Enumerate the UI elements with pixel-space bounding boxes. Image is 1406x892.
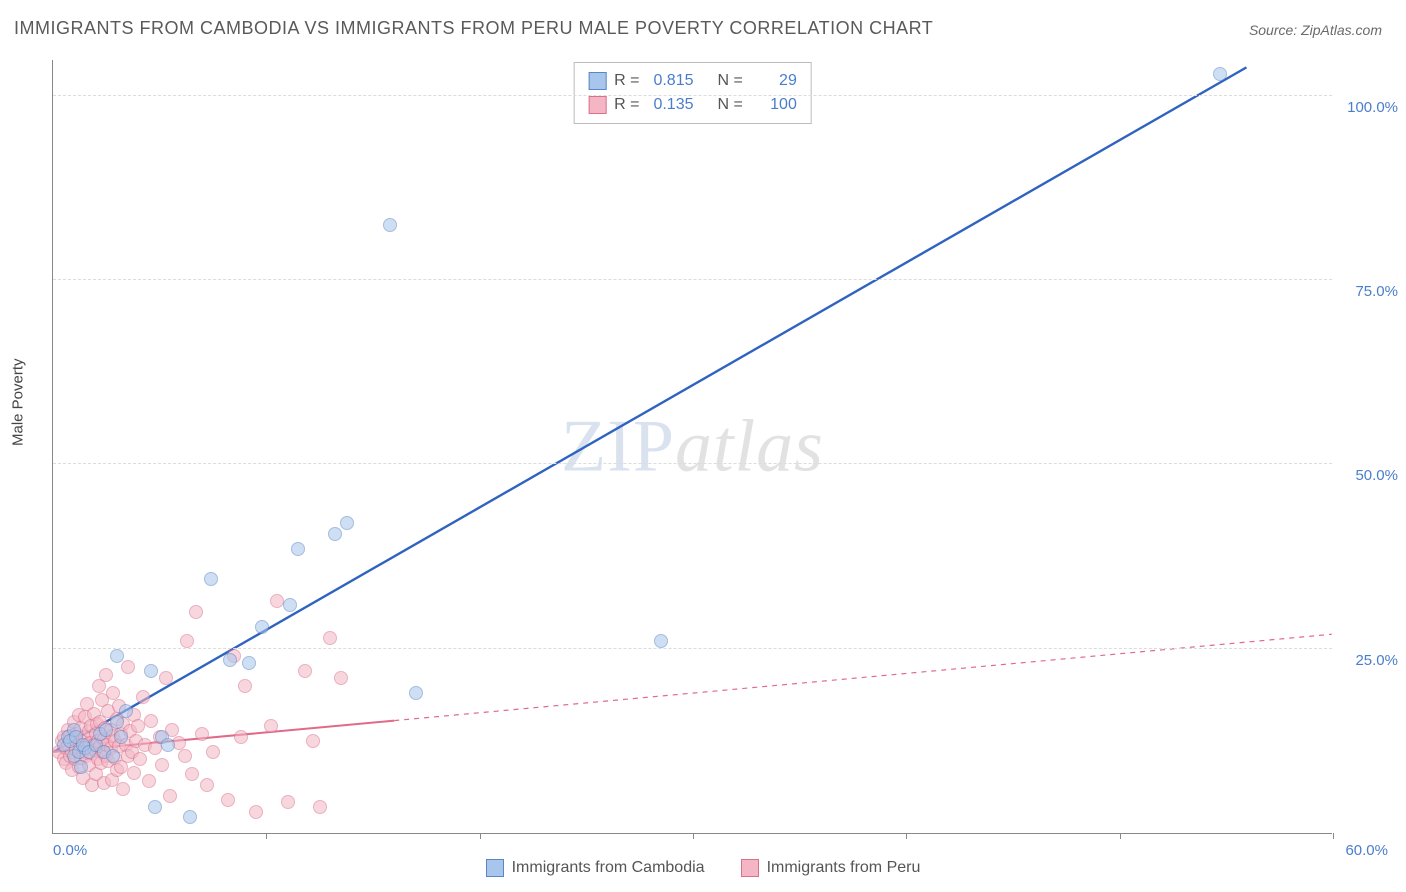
data-point [185, 767, 199, 781]
data-point [136, 690, 150, 704]
legend-swatch [588, 96, 606, 114]
gridline [53, 95, 1332, 96]
data-point [189, 605, 203, 619]
data-point [114, 730, 128, 744]
data-point [409, 686, 423, 700]
legend-n-label: N = [718, 69, 743, 93]
data-point [200, 778, 214, 792]
correlation-legend: R = 0.815 N = 29 R = 0.135 N = 100 [573, 62, 812, 124]
data-point [144, 714, 158, 728]
legend-r-value: 0.815 [648, 69, 694, 93]
data-point [106, 749, 120, 763]
data-point [155, 758, 169, 772]
data-point [161, 738, 175, 752]
data-point [1213, 67, 1227, 81]
legend-n-value: 29 [751, 69, 797, 93]
y-tick-label: 25.0% [1338, 652, 1398, 669]
data-point [206, 745, 220, 759]
data-point [119, 704, 133, 718]
series-legend: Immigrants from Cambodia Immigrants from … [0, 859, 1406, 882]
data-point [144, 664, 158, 678]
legend-r-label: R = [614, 69, 639, 93]
y-tick-label: 50.0% [1338, 467, 1398, 484]
data-point [383, 218, 397, 232]
data-point [148, 800, 162, 814]
data-point [204, 572, 218, 586]
legend-swatch [588, 72, 606, 90]
data-point [133, 752, 147, 766]
data-point [291, 542, 305, 556]
chart-title: IMMIGRANTS FROM CAMBODIA VS IMMIGRANTS F… [14, 18, 933, 39]
data-point [180, 634, 194, 648]
data-point [283, 598, 297, 612]
gridline [53, 279, 1332, 280]
legend-item: Immigrants from Peru [741, 859, 921, 877]
legend-row: R = 0.135 N = 100 [588, 93, 797, 117]
data-point [323, 631, 337, 645]
data-point [264, 719, 278, 733]
data-point [183, 810, 197, 824]
legend-swatch [486, 859, 504, 877]
legend-item: Immigrants from Cambodia [486, 859, 705, 877]
data-point [195, 727, 209, 741]
watermark-zip: ZIP [561, 405, 675, 487]
data-point [223, 653, 237, 667]
legend-swatch [741, 859, 759, 877]
data-point [298, 664, 312, 678]
x-tick [1333, 833, 1334, 839]
y-tick-label: 75.0% [1338, 283, 1398, 300]
data-point [334, 671, 348, 685]
data-point [221, 793, 235, 807]
legend-r-label: R = [614, 93, 639, 117]
watermark: ZIPatlas [561, 404, 824, 489]
data-point [142, 774, 156, 788]
data-point [306, 734, 320, 748]
x-min-label: 0.0% [53, 842, 87, 859]
x-tick [480, 833, 481, 839]
legend-row: R = 0.815 N = 29 [588, 69, 797, 93]
gridline [53, 648, 1332, 649]
data-point [242, 656, 256, 670]
data-point [238, 679, 252, 693]
data-point [110, 649, 124, 663]
data-point [255, 620, 269, 634]
data-point [116, 782, 130, 796]
trend-lines [53, 60, 1332, 833]
data-point [313, 800, 327, 814]
data-point [249, 805, 263, 819]
data-point [121, 660, 135, 674]
watermark-atlas: atlas [675, 405, 824, 487]
legend-r-value: 0.135 [648, 93, 694, 117]
legend-label: Immigrants from Peru [767, 859, 921, 877]
data-point [106, 686, 120, 700]
scatter-plot: ZIPatlas R =0.815N =29R =0.135N =100 25.… [52, 60, 1332, 834]
source-attribution: Source: ZipAtlas.com [1249, 22, 1382, 38]
x-tick [266, 833, 267, 839]
legend-label: Immigrants from Cambodia [512, 859, 705, 877]
x-tick [693, 833, 694, 839]
x-max-label: 60.0% [1345, 842, 1388, 859]
data-point [270, 594, 284, 608]
data-point [340, 516, 354, 530]
source-value: ZipAtlas.com [1301, 22, 1382, 38]
source-label: Source: [1249, 22, 1297, 38]
legend-n-label: N = [718, 93, 743, 117]
legend-n-value: 100 [751, 93, 797, 117]
y-tick-label: 100.0% [1338, 99, 1398, 116]
data-point [654, 634, 668, 648]
data-point [328, 527, 342, 541]
data-point [74, 760, 88, 774]
data-point [178, 749, 192, 763]
data-point [127, 766, 141, 780]
data-point [159, 671, 173, 685]
x-tick [1120, 833, 1121, 839]
data-point [281, 795, 295, 809]
gridline [53, 463, 1332, 464]
data-point [163, 789, 177, 803]
x-tick [906, 833, 907, 839]
y-axis-title: Male Poverty [10, 358, 27, 446]
data-point [234, 730, 248, 744]
data-point [99, 668, 113, 682]
